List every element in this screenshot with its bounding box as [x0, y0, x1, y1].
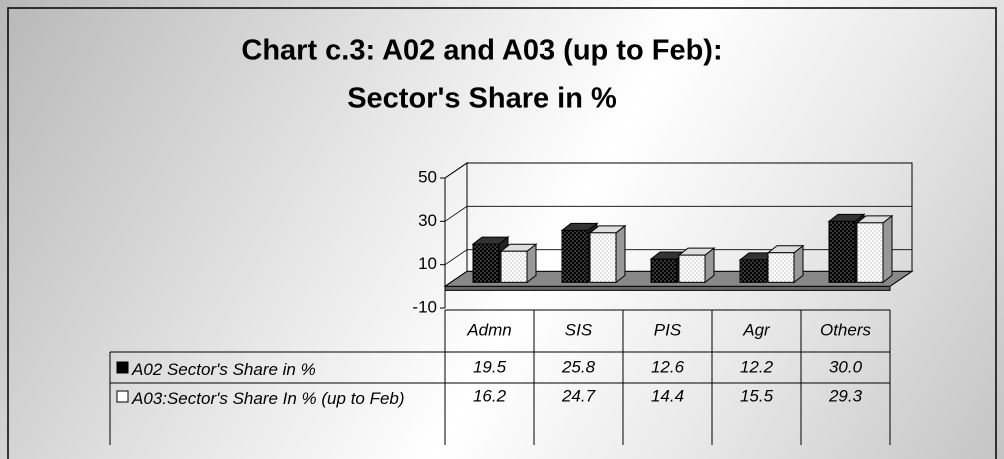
legend-swatch — [116, 361, 129, 374]
table-value: 25.8 — [561, 357, 596, 376]
bar — [589, 232, 617, 283]
grid-line — [444, 205, 912, 222]
table-value: 29.3 — [828, 386, 863, 405]
chart-subtitle: Sector's Share in % — [347, 83, 617, 115]
x-tick-label: Agr — [742, 320, 771, 339]
frame — [7, 7, 997, 459]
table-value: 12.2 — [740, 357, 774, 376]
bar — [767, 252, 795, 283]
bar — [856, 222, 884, 283]
y-tick-label: 50 — [418, 167, 437, 186]
legend-swatch — [116, 390, 129, 403]
bar — [561, 229, 589, 283]
table-value: 14.4 — [651, 386, 684, 405]
y-tick-label: 10 — [418, 254, 437, 273]
x-tick-label: Others — [820, 320, 872, 339]
legend-label: A02 Sector's Share in % — [132, 360, 316, 379]
table-value: 16.2 — [473, 386, 507, 405]
table-value: 12.6 — [651, 357, 685, 376]
x-tick-label: PIS — [654, 320, 682, 339]
chart-title: Chart c.3: A02 and A03 (up to Feb): — [241, 35, 722, 67]
bar — [650, 258, 678, 283]
bar — [678, 254, 706, 283]
table-value: 24.7 — [561, 386, 596, 405]
grid-line — [444, 162, 912, 179]
bar-side — [882, 214, 893, 284]
legend-label: A03:Sector's Share In % (up to Feb) — [132, 389, 405, 408]
x-tick-label: SIS — [565, 320, 593, 339]
side-wall — [444, 162, 468, 288]
table-value: 15.5 — [740, 386, 774, 405]
x-tick-label: Admn — [466, 320, 511, 339]
y-tick-label: -10 — [412, 297, 437, 316]
table-value: 19.5 — [473, 357, 507, 376]
bar-side — [615, 224, 626, 284]
bar — [472, 243, 500, 283]
grid-line — [444, 249, 912, 265]
y-tick-label: 30 — [418, 211, 437, 230]
bar — [828, 220, 856, 283]
table-value: 30.0 — [829, 357, 863, 376]
floor-front — [444, 285, 891, 291]
bar — [739, 259, 767, 283]
bar — [500, 250, 528, 283]
